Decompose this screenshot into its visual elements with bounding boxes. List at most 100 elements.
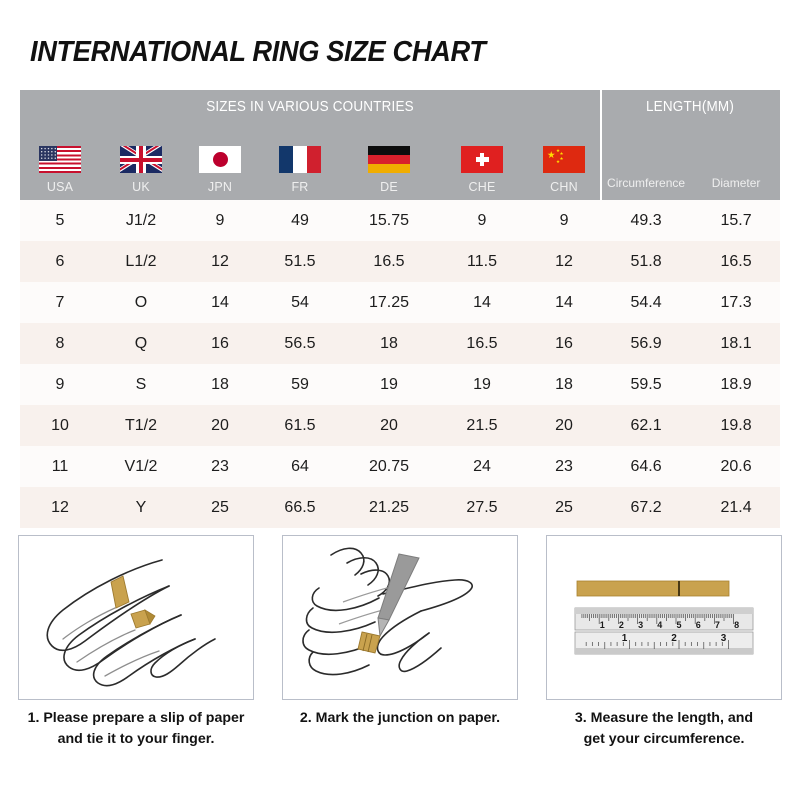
step-2-illustration [282,535,518,700]
cell-usa: 5 [20,200,100,241]
table-row: 7 O 14 54 17.25 14 14 54.4 17.3 [20,282,781,323]
cell-chn: 16 [528,323,601,364]
ruler-inch-label: 3 [721,633,727,644]
table-row: 9 S 18 59 19 19 18 59.5 18.9 [20,364,781,405]
column-header-de: DE [342,124,436,200]
cell-usa: 6 [20,241,100,282]
cell-che: 14 [436,282,528,323]
flag-france-icon [279,146,321,173]
cell-usa: 7 [20,282,100,323]
cell-circumference: 51.8 [600,241,693,282]
cell-diameter: 15.7 [692,200,781,241]
column-header-fr: FR [258,124,342,200]
cell-che: 21.5 [436,405,528,446]
table-row: 8 Q 16 56.5 18 16.5 16 56.9 18.1 [20,323,781,364]
cell-fr: 61.5 [258,405,342,446]
flag-usa-icon [39,146,81,173]
flag-switzerland-icon [461,146,503,173]
paper-strip-on-ruler-illustration: 1 2 3 4 5 6 7 8 1 2 3 [574,580,754,655]
cell-fr: 51.5 [258,241,342,282]
flag-japan-icon [199,146,241,173]
column-header-chn: ★ ★ ★ ★ ★ CHN [528,124,601,200]
cell-usa: 12 [20,487,100,528]
step-1-caption: 1. Please prepare a slip of paper and ti… [27,710,245,747]
cell-uk: Q [100,323,182,364]
table-row: 10 T1/2 20 61.5 20 21.5 20 62.1 19.8 [20,405,781,446]
table-row: 6 L1/2 12 51.5 16.5 11.5 12 51.8 16.5 [20,241,781,282]
cell-diameter: 18.1 [692,323,781,364]
table-column-header-row: USA UK JPN [20,124,781,200]
cell-fr: 66.5 [258,487,342,528]
cell-de: 15.75 [342,200,436,241]
cell-de: 19 [342,364,436,405]
cell-fr: 64 [258,446,342,487]
page-title: INTERNATIONAL RING SIZE CHART [30,36,486,68]
paper-strip-finger-2 [130,609,156,629]
flag-china-icon: ★ ★ ★ ★ ★ [543,146,586,173]
table-row: 11 V1/2 23 64 20.75 24 23 64.6 20.6 [20,446,781,487]
ruler-cm-label: 7 [715,620,720,630]
ruler-cm-label: 4 [657,620,662,630]
cell-jpn: 25 [182,487,258,528]
cell-diameter: 16.5 [692,241,781,282]
cell-usa: 10 [20,405,100,446]
cell-uk: Y [100,487,182,528]
cell-fr: 54 [258,282,342,323]
cell-circumference: 59.5 [600,364,693,405]
instruction-panels: 1 2 3 4 5 6 7 8 1 2 3 1. Please prepare a slip of… [0,535,800,790]
cell-jpn: 18 [182,364,258,405]
cell-diameter: 17.3 [692,282,781,323]
group-header-sizes: SIZES IN VARIOUS COUNTRIES [20,90,601,124]
ruler-icon: 1 2 3 4 5 6 7 8 1 2 3 [574,607,754,655]
ruler-cm-label: 6 [696,620,701,630]
hand-marking-paper-with-pen-illustration [302,547,473,676]
flag-uk-icon [120,146,162,173]
cell-jpn: 20 [182,405,258,446]
cell-de: 21.25 [342,487,436,528]
paper-strip-marked [357,631,381,654]
table-row: 5 J1/2 9 49 15.75 9 9 49.3 15.7 [20,200,781,241]
cell-che: 19 [436,364,528,405]
column-header-circumference: Circumference [600,124,693,200]
cell-uk: O [100,282,182,323]
measured-paper-strip [576,580,730,597]
cell-jpn: 9 [182,200,258,241]
column-header-usa: USA [20,124,100,200]
ruler-cm-label: 8 [734,620,739,630]
cell-uk: L1/2 [100,241,182,282]
cell-circumference: 62.1 [600,405,693,446]
cell-diameter: 19.8 [692,405,781,446]
pen-icon [375,553,420,644]
cell-usa: 9 [20,364,100,405]
cell-de: 20 [342,405,436,446]
ruler-cm-label: 1 [600,620,605,630]
table-group-header-row: SIZES IN VARIOUS COUNTRIES LENGTH(MM) [20,90,781,124]
cell-jpn: 16 [182,323,258,364]
paper-strip-finger-1 [110,575,130,609]
ruler-inch-label: 2 [671,633,677,644]
cell-uk: S [100,364,182,405]
group-header-length: LENGTH(MM) [600,90,781,124]
cell-circumference: 64.6 [600,446,693,487]
table-body: 5 J1/2 9 49 15.75 9 9 49.3 15.7 6 L1/2 12 51.5 16.5 11… [20,200,781,528]
cell-chn: 25 [528,487,601,528]
cell-chn: 23 [528,446,601,487]
cell-che: 11.5 [436,241,528,282]
cell-che: 9 [436,200,528,241]
step-3-caption: 3. Measure the length, and get your circ… [574,710,754,747]
cell-jpn: 12 [182,241,258,282]
column-header-jpn: JPN [182,124,258,200]
column-header-che: CHE [436,124,528,200]
column-header-diameter: Diameter [692,124,781,200]
cell-uk: J1/2 [100,200,182,241]
cell-uk: T1/2 [100,405,182,446]
ruler-cm-label: 3 [638,620,643,630]
cell-uk: V1/2 [100,446,182,487]
cell-fr: 49 [258,200,342,241]
cell-chn: 14 [528,282,601,323]
column-header-uk: UK [100,124,182,200]
cell-circumference: 56.9 [600,323,693,364]
flag-germany-icon [368,146,410,173]
cell-usa: 8 [20,323,100,364]
